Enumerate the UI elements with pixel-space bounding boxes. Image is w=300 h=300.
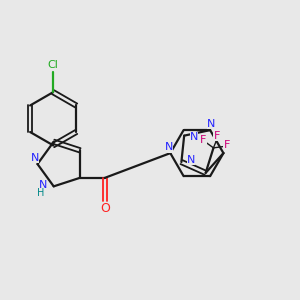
Text: N: N xyxy=(38,180,47,190)
Text: F: F xyxy=(224,140,230,150)
Text: O: O xyxy=(100,202,110,215)
Text: F: F xyxy=(200,135,207,145)
Text: N: N xyxy=(165,142,173,152)
Text: H: H xyxy=(37,188,44,198)
Text: N: N xyxy=(190,132,198,142)
Text: N: N xyxy=(31,153,39,164)
Text: N: N xyxy=(207,119,215,130)
Text: Cl: Cl xyxy=(48,60,58,70)
Text: F: F xyxy=(213,131,220,141)
Text: N: N xyxy=(187,155,195,166)
